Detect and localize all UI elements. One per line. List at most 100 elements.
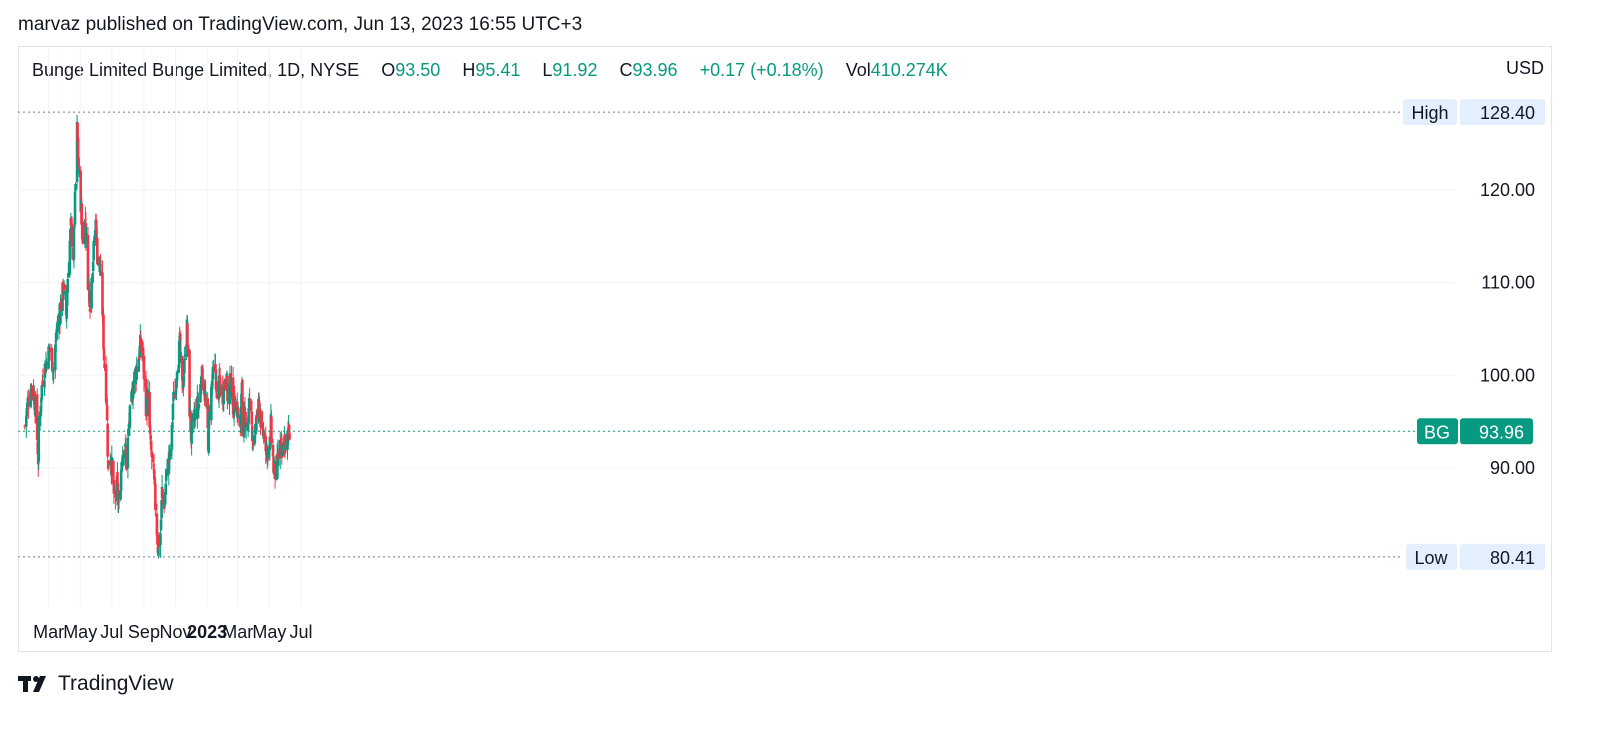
candle-body <box>167 457 171 474</box>
x-tick-label: Mar <box>33 622 64 642</box>
candle-body <box>160 499 163 519</box>
candle-body <box>117 502 120 504</box>
candle-body <box>215 381 219 392</box>
candle-body <box>63 284 66 289</box>
candle-body <box>219 383 222 396</box>
reference-lines <box>18 111 1415 558</box>
candle-body <box>249 400 253 411</box>
candle-body <box>73 191 77 225</box>
y-tick-label: 90.00 <box>1490 458 1535 478</box>
candle-body <box>264 435 268 452</box>
candle-body <box>99 263 102 276</box>
candle-body <box>270 416 273 444</box>
candle-body <box>214 369 218 390</box>
candle-body <box>171 403 175 420</box>
candle-body <box>132 380 135 395</box>
candle-body <box>65 290 69 307</box>
candle-body <box>244 411 247 426</box>
candle-body <box>157 541 160 556</box>
candle-body <box>273 463 277 479</box>
candle-body <box>286 430 289 450</box>
candle-body <box>73 225 76 227</box>
candle-body <box>266 448 270 458</box>
candle-body <box>144 378 148 417</box>
candle-body <box>204 393 207 401</box>
candle-body <box>177 364 180 373</box>
x-tick-label: Jul <box>289 622 312 642</box>
candle-body <box>112 480 116 494</box>
candle-body <box>262 433 266 440</box>
candle-body <box>287 424 291 434</box>
candle-body <box>81 238 85 244</box>
candle-body <box>34 396 37 417</box>
candle-body <box>94 219 98 243</box>
candle-body <box>28 401 32 407</box>
candle-body <box>128 405 132 428</box>
candle-body <box>124 446 128 455</box>
candle-body <box>184 353 188 357</box>
candle-body <box>113 490 117 494</box>
candle-body <box>30 386 34 389</box>
candle-body <box>196 396 200 408</box>
candle-body <box>44 362 48 371</box>
candle-body <box>116 482 120 502</box>
candle-body <box>228 384 231 404</box>
candle-body <box>175 371 179 381</box>
candle-body <box>146 389 150 397</box>
tradingview-brand[interactable]: TradingView <box>58 672 174 695</box>
candle-body <box>88 289 91 308</box>
candle-body <box>189 411 192 432</box>
candle-body <box>248 398 251 400</box>
candle-body <box>229 392 233 394</box>
candle-body <box>192 410 196 412</box>
candle-body <box>77 169 81 174</box>
candle-body <box>261 422 264 430</box>
candle-body <box>112 460 115 483</box>
candle-body <box>45 361 48 366</box>
tradingview-logo-icon[interactable] <box>18 674 52 694</box>
candle-body <box>181 355 184 381</box>
candle-body <box>80 203 84 222</box>
candle-body <box>56 328 59 333</box>
x-tick-label: Sep <box>128 622 160 642</box>
candle-body <box>101 272 104 316</box>
candle-body <box>120 462 123 472</box>
candle-body <box>170 450 173 452</box>
x-tick-label: May <box>63 622 97 642</box>
candle-body <box>236 408 240 418</box>
candle-body <box>98 256 102 266</box>
candle-body <box>105 405 109 420</box>
y-tick-label: 100.00 <box>1480 365 1535 385</box>
close-label: C <box>619 60 633 80</box>
candle-body <box>84 223 88 238</box>
candle-body <box>172 391 175 401</box>
candle-body <box>91 273 94 283</box>
candle-body <box>51 368 55 373</box>
candle-body <box>91 261 95 272</box>
candle-body <box>199 384 202 402</box>
candle-body <box>149 435 152 440</box>
candle-body <box>143 375 146 378</box>
candle-body <box>170 424 174 450</box>
symbol-title[interactable]: Bunge Limited Bunge Limited, 1D, NYSE <box>32 60 360 80</box>
candle-body <box>150 450 154 458</box>
candle-body <box>243 408 247 410</box>
candle-body <box>153 477 157 485</box>
candle-body <box>55 333 58 341</box>
candle-body <box>65 306 69 319</box>
candle-body <box>27 401 30 407</box>
candle-body <box>174 389 178 392</box>
candle-body <box>77 157 80 173</box>
chart-frame <box>18 46 1552 652</box>
candle-body <box>174 390 177 396</box>
candle-body <box>268 436 272 450</box>
candle-body <box>210 387 213 421</box>
candle-body <box>57 313 61 330</box>
candle-body <box>68 240 72 275</box>
candle-body <box>62 284 66 295</box>
candle-body <box>138 346 142 358</box>
candle-body <box>88 308 92 312</box>
candle-body <box>211 380 214 387</box>
currency-label[interactable]: USD <box>1505 58 1544 78</box>
